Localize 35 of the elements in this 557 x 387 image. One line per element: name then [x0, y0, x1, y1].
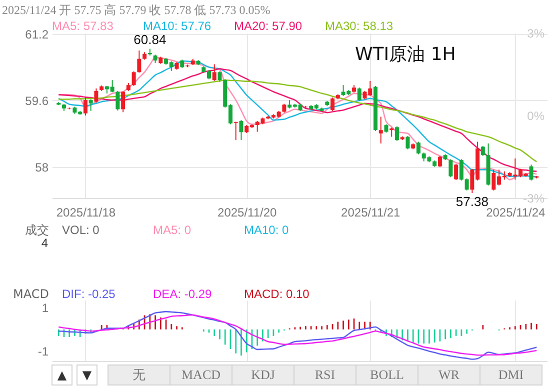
- annotation: 60.84: [134, 32, 166, 47]
- x-tick-label: 2025/11/20: [218, 206, 278, 220]
- text: BOLL: [370, 367, 404, 382]
- text: 无: [132, 367, 146, 382]
- text: DMI: [498, 367, 524, 382]
- chart-subtitle: 2025/11/24 开 57.75 高 57.79 收 57.78 低 57.73 0.05%: [2, 3, 270, 17]
- text: 成交: [25, 223, 49, 237]
- chart-title: MACD: [13, 287, 49, 301]
- x-tick-label: 2025/11/21: [341, 206, 401, 220]
- text: KDJ: [251, 367, 275, 382]
- text: DIF: -0.25: [62, 287, 116, 301]
- text: MACD: [181, 367, 221, 382]
- x-tick-label: 2025/11/18: [56, 206, 116, 220]
- text: MA10: 57.76: [143, 19, 212, 33]
- y-tick-label: 59.6: [25, 94, 49, 108]
- y-tick-label: -1: [38, 344, 49, 359]
- y-tick-label: 61.2: [25, 27, 49, 42]
- text: MA5: 57.83: [52, 19, 114, 33]
- text: ▲: [57, 368, 68, 382]
- legend-label: MA5: 0: [153, 223, 192, 237]
- legend-label: MA10: 0: [244, 223, 290, 237]
- y-tick-label: 58: [35, 160, 49, 175]
- series-label: DEA: -0.29: [153, 287, 212, 301]
- y-tick-label: 1: [42, 301, 49, 316]
- text: WTI原油 1H: [355, 44, 456, 65]
- text: ▼: [82, 368, 92, 382]
- text: MACD: 0.10: [244, 287, 310, 301]
- text: MA20: 57.90: [234, 19, 302, 33]
- text: WR: [438, 367, 460, 382]
- annotation: 57.38: [456, 194, 488, 209]
- x-tick-label: 2025/11/24: [486, 206, 546, 220]
- text: MA30: 58.13: [325, 19, 394, 33]
- legend-label: VOL: 0: [62, 223, 100, 237]
- text: RSI: [314, 367, 336, 382]
- text: 4: [41, 236, 48, 250]
